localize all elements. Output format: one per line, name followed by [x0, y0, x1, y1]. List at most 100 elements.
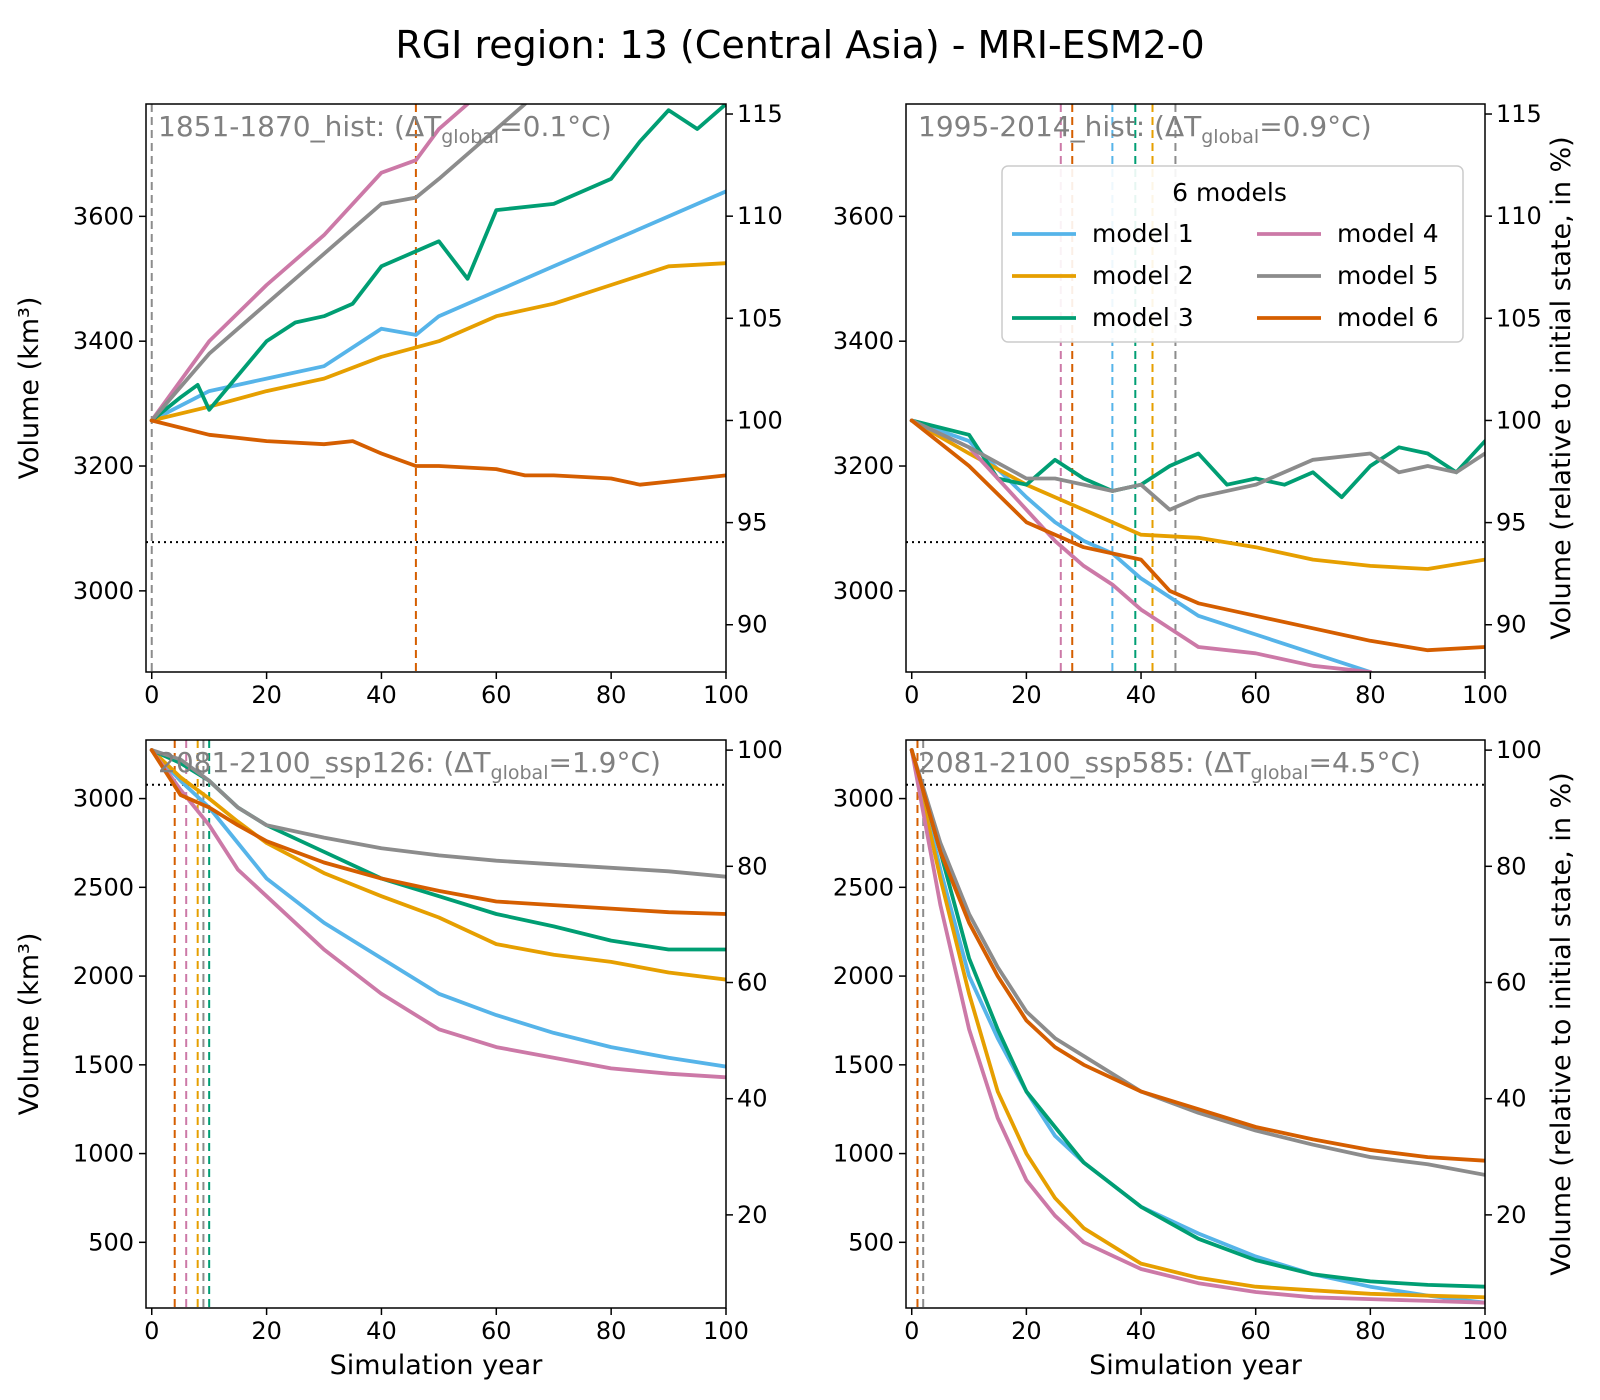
y-tick-label: 3000 [73, 785, 134, 813]
y-tick-label: 2000 [833, 962, 894, 990]
legend-title: 6 models [1172, 178, 1287, 207]
y-right-tick-label: 110 [1496, 202, 1542, 230]
y-tick-label: 2500 [73, 873, 134, 901]
y-tick-label: 1000 [73, 1140, 134, 1168]
legend-label-model-5: model 5 [1337, 261, 1439, 290]
legend-label-model-1: model 1 [1092, 219, 1194, 248]
series-model-6 [149, 418, 726, 487]
y-right-tick-label: 20 [737, 1201, 768, 1229]
series-model-1 [149, 189, 726, 423]
panel-bottom-right: 0 20 40 60 80 100 500 1000 1500 2000 2500 3000 20 40 6… [833, 736, 1577, 1381]
x-tick-label: 0 [144, 681, 159, 709]
y-right-tick-label: 105 [1496, 304, 1542, 332]
y-tick-label: 3400 [833, 327, 894, 355]
x-tick-label: 40 [366, 681, 397, 709]
x-tick-label: 100 [703, 1317, 749, 1345]
y-right-tick-label: 80 [737, 852, 768, 880]
y-tick-label: 3000 [833, 785, 894, 813]
figure-title: RGI region: 13 (Central Asia) - MRI-ESM2… [395, 23, 1204, 67]
series-model-4 [149, 748, 726, 1080]
x-tick-label: 60 [481, 1317, 512, 1345]
x-tick-label: 20 [1011, 681, 1042, 709]
series-model-5 [149, 748, 726, 879]
axes-frame [145, 103, 727, 673]
y-right-tick-label: 115 [1496, 100, 1542, 128]
series-model-3 [909, 418, 1485, 500]
panel-title: 2081-2100_ssp585: (ΔTglobal=4.5°C) [918, 746, 1421, 784]
y-right-tick-label: 80 [1496, 852, 1527, 880]
x-tick-label: 40 [366, 1317, 397, 1345]
axes-frame [145, 739, 727, 1309]
series-model-6 [149, 748, 726, 916]
legend-label-model-4: model 4 [1337, 219, 1439, 248]
series-model-3 [909, 748, 1485, 1289]
x-tick-label: 0 [144, 1317, 159, 1345]
series-model-2 [909, 418, 1485, 571]
x-tick-label: 80 [1355, 681, 1386, 709]
plot-area [906, 740, 1485, 1308]
y-tick-label: 3600 [73, 202, 134, 230]
x-tick-label: 60 [481, 681, 512, 709]
x-tick-label: 0 [904, 1317, 919, 1345]
x-tick-label: 0 [904, 681, 919, 709]
y-right-axis-label: Volume (relative to initial state, in %) [1546, 772, 1577, 1275]
y-right-tick-label: 95 [737, 509, 768, 537]
legend-box [1001, 165, 1464, 343]
x-tick-label: 80 [1355, 1317, 1386, 1345]
series-model-5 [149, 104, 527, 423]
y-right-tick-label: 115 [737, 100, 783, 128]
series-model-2 [149, 261, 726, 423]
series-model-3 [149, 104, 726, 423]
y-right-tick-label: 100 [1496, 406, 1542, 434]
panel-top-right: 0 20 40 60 80 100 3000 3200 3400 3600 90 95 100 105 11… [833, 100, 1577, 709]
panel-title: 2081-2100_ssp126: (ΔTglobal=1.9°C) [158, 746, 661, 784]
x-tick-label: 100 [703, 681, 749, 709]
series-model-5 [909, 418, 1485, 512]
y-right-tick-label: 105 [737, 304, 783, 332]
y-tick-label: 1500 [73, 1051, 134, 1079]
y-right-tick-label: 95 [1496, 509, 1527, 537]
y-right-axis-label: Volume (relative to initial state, in %) [1546, 136, 1577, 639]
y-tick-label: 2500 [833, 873, 894, 901]
panel-title: 1851-1870_hist: (ΔTglobal=0.1°C) [158, 110, 612, 148]
series-model-2 [909, 748, 1485, 1300]
y-right-tick-label: 100 [1496, 736, 1542, 764]
y-tick-label: 500 [848, 1228, 894, 1256]
series-model-4 [909, 748, 1485, 1305]
y-tick-label: 3200 [73, 452, 134, 480]
x-axis-label: Simulation year [1089, 1350, 1303, 1381]
series-model-4 [149, 104, 470, 423]
y-tick-label: 3600 [833, 202, 894, 230]
x-tick-label: 40 [1126, 1317, 1157, 1345]
y-right-tick-label: 100 [737, 736, 783, 764]
legend-label-model-6: model 6 [1337, 303, 1439, 332]
plot-area [146, 740, 726, 1308]
x-tick-label: 60 [1240, 681, 1271, 709]
y-tick-label: 3000 [73, 577, 134, 605]
x-tick-label: 20 [251, 1317, 282, 1345]
y-right-tick-label: 110 [737, 202, 783, 230]
series-model-4 [909, 418, 1373, 672]
x-tick-label: 100 [1462, 1317, 1508, 1345]
panel-top-left: 0 20 40 60 80 100 3000 3200 3400 3600 90 95 100 105 11… [14, 100, 783, 709]
y-right-tick-label: 60 [737, 969, 768, 997]
y-tick-label: 2000 [73, 962, 134, 990]
y-tick-label: 3400 [73, 327, 134, 355]
x-tick-label: 20 [1011, 1317, 1042, 1345]
axes-frame [905, 739, 1486, 1309]
series-model-2 [149, 748, 726, 982]
y-right-tick-label: 60 [1496, 969, 1527, 997]
legend-label-model-3: model 3 [1092, 303, 1194, 332]
x-tick-label: 40 [1126, 681, 1157, 709]
legend: 6 models model 1 model 2 model 3 model 4 mode… [1001, 165, 1464, 343]
panel-bottom-left: 0 20 40 60 80 100 500 1000 1500 2000 2500 3000 20 40 6… [14, 736, 783, 1381]
plot-area [146, 104, 726, 672]
legend-label-model-2: model 2 [1092, 261, 1194, 290]
series-model-6 [909, 418, 1485, 653]
y-right-tick-label: 90 [1496, 611, 1527, 639]
y-right-tick-label: 100 [737, 406, 783, 434]
y-tick-label: 3200 [833, 452, 894, 480]
y-axis-label: Volume (km³) [14, 297, 45, 480]
x-tick-label: 100 [1462, 681, 1508, 709]
